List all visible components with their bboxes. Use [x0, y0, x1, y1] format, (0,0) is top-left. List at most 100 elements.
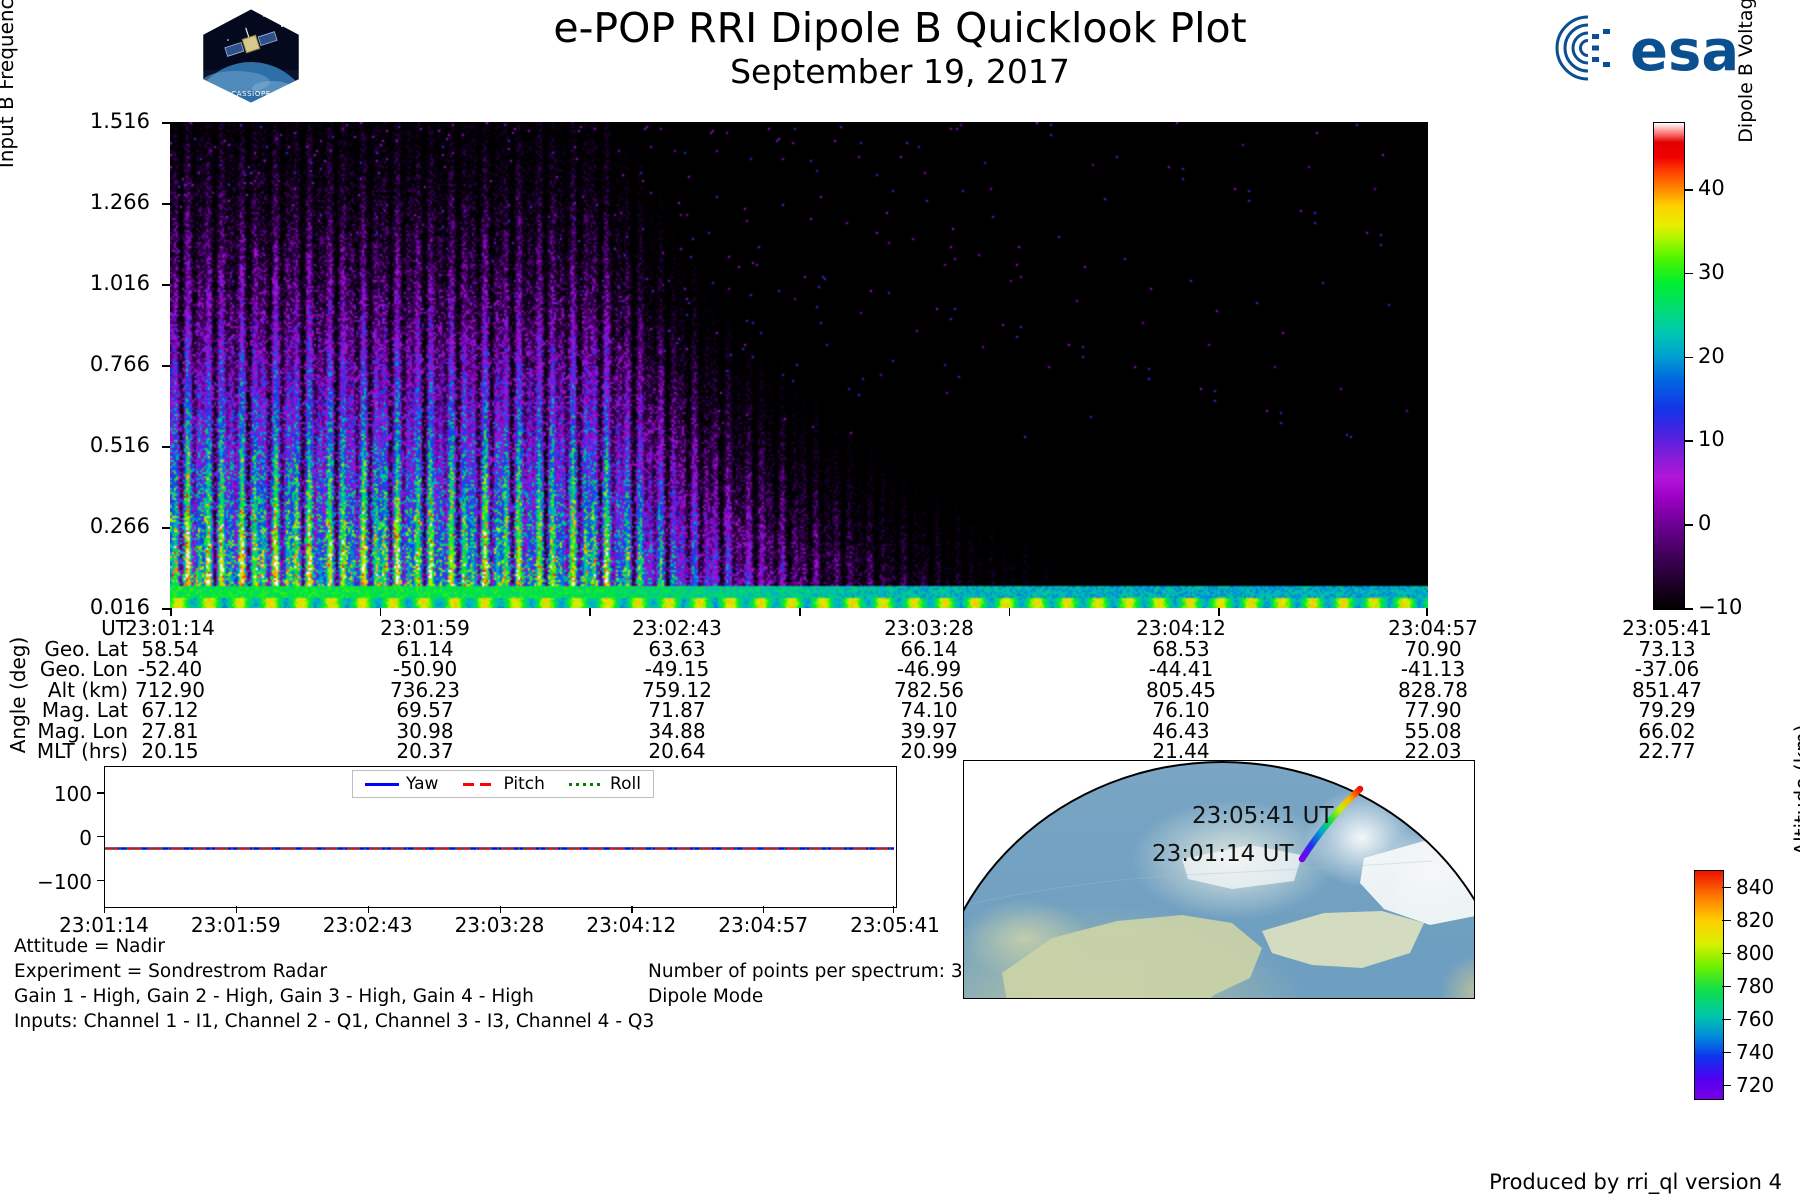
ephemeris-cell: 66.02 [1638, 718, 1696, 743]
ephemeris-cell: 27.81 [141, 718, 199, 743]
ephemeris-cell: -41.13 [1400, 657, 1466, 681]
attitude-y-tick-mark [97, 792, 104, 794]
ephemeris-row: Geo. Lat 58.54 61.14 63.63 66.14 68.53 70.90 73… [0, 636, 1800, 661]
spectrogram-y-tick-mark [162, 365, 170, 367]
ephemeris-row-label: Geo. Lon [39, 657, 128, 681]
ephemeris-row-label: Mag. Lat [41, 698, 128, 722]
globe-surface [964, 761, 1474, 998]
ephemeris-cell: 67.12 [141, 698, 199, 722]
attitude-x-tick-label: 23:04:12 [586, 913, 677, 937]
attitude-x-tick-mark [104, 906, 106, 913]
ephemeris-row: Mag. Lon 27.81 30.98 34.88 39.97 46.43 55.08 66… [0, 718, 1800, 743]
attitude-y-tick-label: 0 [79, 826, 92, 850]
ephemeris-cell: 20.99 [900, 739, 958, 763]
attitude-y-tick-label: −100 [37, 869, 92, 894]
altitude-colorbar-tick-label: 820 [1736, 907, 1775, 932]
ephemeris-cell: 759.12 [642, 677, 712, 702]
ephemeris-row: UT 23:01:14 23:01:59 23:02:43 23:03:28 23:04:… [0, 618, 1800, 639]
spectrogram-x-tick-mark [1008, 608, 1011, 616]
ephemeris-cell: 736.23 [390, 677, 460, 702]
colorbar-tick-label: 10 [1698, 427, 1725, 452]
ephemeris-cell: 20.64 [648, 739, 706, 763]
ephemeris-cell: 58.54 [141, 636, 199, 661]
footer-mode-line: Dipole Mode [648, 986, 764, 1007]
altitude-colorbar-tick-mark [1722, 952, 1731, 954]
spectrogram-canvas [170, 122, 1428, 608]
attitude-traces [105, 835, 896, 850]
spectrogram-y-tick-mark [162, 446, 170, 448]
cassiope-mission-logo: CASSIOPE [196, 6, 306, 106]
ephemeris-cell: 828.78 [1398, 677, 1468, 702]
altitude-colorbar-tick-mark [1722, 919, 1731, 921]
altitude-colorbar-tick-mark [1722, 1018, 1731, 1021]
legend-label-yaw: Yaw [406, 774, 439, 794]
attitude-y-axis-label: Angle (deg) [6, 636, 30, 754]
altitude-colorbar-tick-label: 800 [1736, 940, 1775, 965]
ephemeris-cell: 74.10 [900, 698, 958, 722]
spectrogram-x-tick-mark [799, 608, 801, 616]
spectrogram-y-tick-label: 0.016 [89, 595, 150, 619]
ephemeris-cell: 20.37 [396, 739, 454, 763]
colorbar-tick-label: 20 [1698, 343, 1725, 368]
altitude-colorbar-tick-mark [1722, 985, 1731, 988]
altitude-colorbar-tick-label: 840 [1736, 874, 1775, 899]
colorbar-tick-label: −10 [1698, 595, 1743, 619]
spectrogram-y-tick-label: 0.266 [89, 514, 150, 538]
spectrogram-y-tick-label: 1.016 [89, 271, 150, 295]
ephemeris-table: UT 23:01:14 23:01:59 23:02:43 23:03:28 23:04:… [0, 618, 1800, 762]
ephemeris-row-label: Mag. Lon [37, 718, 128, 743]
svg-text:CASSIOPE: CASSIOPE [231, 90, 271, 98]
spectrogram-colorbar-label: Dipole B Voltage (20log(µV_AS)) [1735, 0, 1757, 200]
spectrogram-x-tick-mark [1426, 608, 1428, 616]
colorbar-tick-mark [1684, 524, 1693, 526]
ephemeris-cell: 66.14 [900, 636, 958, 661]
altitude-colorbar-tick-mark [1722, 1084, 1731, 1087]
ephemeris-cell: 55.08 [1404, 718, 1462, 743]
altitude-colorbar [1694, 870, 1724, 1100]
spectrogram-y-tick-mark [162, 284, 170, 286]
ephemeris-cell: 68.53 [1152, 636, 1210, 661]
ephemeris-cell: 23:04:57 [1388, 616, 1478, 640]
spectrogram-y-tick-mark [162, 203, 170, 205]
legend-label-roll: Roll [610, 774, 641, 794]
ephemeris-cell: 39.97 [900, 718, 958, 743]
spectrogram-x-tick-mark [379, 608, 382, 616]
ephemeris-cell: 23:03:28 [884, 616, 974, 640]
spectrogram-plot [170, 122, 1428, 608]
produced-by-label: Produced by rri_ql version 4 [1489, 1170, 1782, 1194]
altitude-colorbar-tick-label: 780 [1736, 973, 1775, 998]
esa-logo: esa [1554, 12, 1764, 84]
attitude-x-tick-mark [235, 906, 238, 913]
map-end-time-label: 23:05:41 UT [1192, 803, 1334, 829]
altitude-colorbar-label: Altitude (km) [1790, 724, 1800, 856]
attitude-y-tick-label: 100 [53, 782, 92, 807]
ephemeris-cell: 21.44 [1152, 739, 1210, 763]
colorbar-tick-mark [1684, 356, 1693, 359]
spectrogram-y-tick-label: 0.766 [89, 352, 150, 376]
legend-label-pitch: Pitch [503, 774, 545, 794]
footer-inputs-line: Inputs: Channel 1 - I1, Channel 2 - Q1, … [14, 1011, 655, 1032]
spectrogram-y-tick-mark [162, 527, 170, 529]
ground-track-map: 23:05:41 UT 23:01:14 UT [963, 760, 1475, 999]
altitude-colorbar-tick-label: 740 [1736, 1039, 1775, 1064]
title-block: e-POP RRI Dipole B Quicklook Plot Septem… [0, 4, 1800, 92]
attitude-x-tick-mark [499, 906, 501, 913]
footer-gain-line: Gain 1 - High, Gain 2 - High, Gain 3 - H… [14, 986, 534, 1007]
spectrogram-y-tick-mark [162, 608, 170, 610]
ephemeris-cell: 70.90 [1404, 636, 1462, 661]
spectrogram-x-tick-mark [1218, 608, 1220, 616]
ephemeris-cell: 73.13 [1638, 636, 1696, 661]
colorbar-tick-mark [1684, 608, 1693, 610]
ephemeris-row: Alt (km) 712.90 736.23 759.12 782.56 805.45 82… [0, 677, 1800, 702]
colorbar-tick-mark [1684, 272, 1693, 275]
ephemeris-cell: 69.57 [396, 698, 454, 722]
ephemeris-cell: 61.14 [396, 636, 454, 661]
ephemeris-cell: -46.99 [896, 657, 962, 681]
spectrogram-x-tick-mark [170, 608, 172, 616]
ephemeris-cell: 76.10 [1152, 698, 1210, 722]
ephemeris-cell: 34.88 [648, 718, 706, 743]
ephemeris-cell: 23:05:41 [1622, 616, 1712, 640]
attitude-plot: Yaw Pitch Roll [104, 766, 897, 908]
attitude-x-tick-label: 23:01:14 [59, 913, 149, 937]
attitude-x-tick-label: 23:01:59 [190, 913, 281, 937]
